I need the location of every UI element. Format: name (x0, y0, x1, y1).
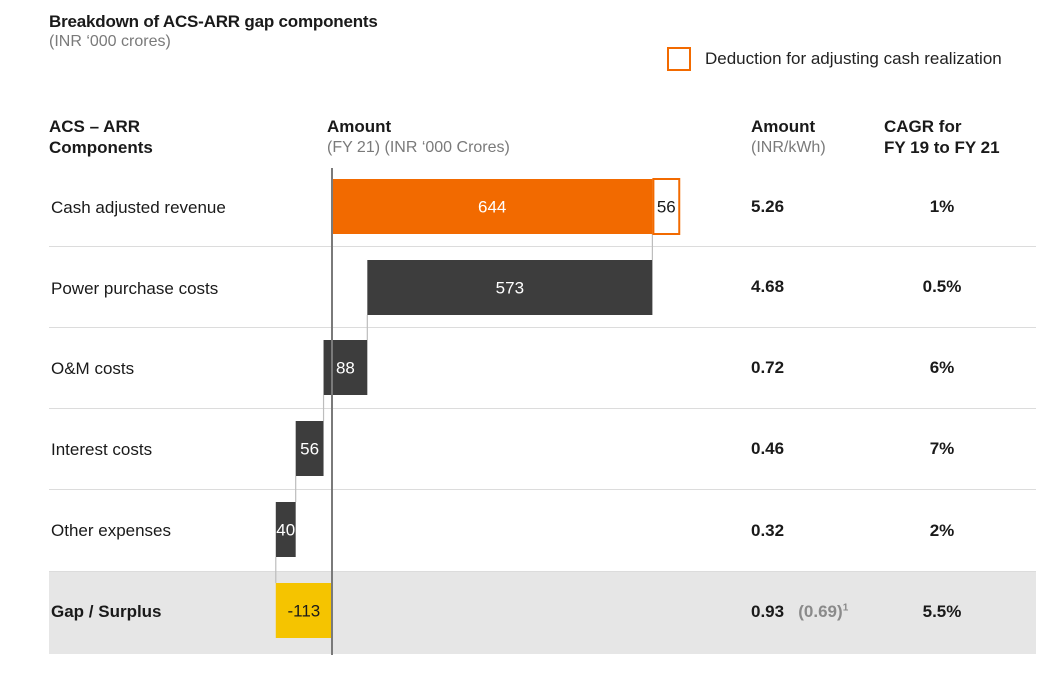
footnote-marker: 1 (842, 602, 849, 614)
kwh-value-cash-adjusted-revenue: 5.26 (751, 197, 785, 216)
cagr-value-interest-costs: 7% (929, 439, 955, 458)
kwh-value-gap-main: 0.93 (751, 602, 785, 621)
header-amount-sub: (FY 21) (INR ‘000 Crores) (327, 139, 510, 156)
cagr-value-om-costs: 6% (929, 358, 955, 377)
cagr-value-cash-adjusted-revenue: 1% (929, 197, 955, 216)
data-label-cash-adjusted-revenue: 644 (478, 198, 506, 217)
header-amount: Amount (FY 21) (INR ‘000 Crores) (327, 116, 510, 158)
bar-power-purchase-costs (367, 260, 653, 315)
header-kwh-sub: (INR/kWh) (751, 139, 826, 156)
header-kwh-title: Amount (751, 117, 816, 136)
kwh-value-power-purchase-costs: 4.68 (751, 277, 785, 296)
header-components-line1: ACS – ARR (49, 117, 140, 136)
data-label-o-m-costs: 88 (336, 359, 355, 378)
row-label-om-costs: O&M costs (51, 359, 135, 378)
kwh-value-interest-costs: 0.46 (751, 439, 785, 458)
chart-title: Breakdown of ACS-ARR gap components (49, 12, 378, 31)
row-label-interest-costs: Interest costs (51, 440, 153, 459)
legend-label-deduction: Deduction for adjusting cash realization (705, 49, 1002, 68)
cagr-value-power-purchase-costs: 0.5% (922, 277, 962, 296)
legend-swatch-deduction (667, 47, 691, 71)
data-label-other-expenses: 40 (276, 521, 295, 540)
data-label-power-purchase-costs: 573 (496, 279, 524, 298)
cagr-value-other-expenses: 2% (929, 521, 955, 540)
gap-row-background (49, 572, 1036, 654)
bar-gap-surplus (275, 583, 332, 638)
data-label-gap-surplus: -113 (288, 602, 321, 621)
data-label-interest-costs: 56 (300, 440, 319, 459)
kwh-value-other-expenses: 0.32 (751, 521, 785, 540)
header-cagr-line2: FY 19 to FY 21 (884, 138, 1000, 157)
chart-subtitle: (INR ‘000 crores) (49, 33, 171, 50)
header-kwh: Amount (INR/kWh) (751, 116, 826, 158)
kwh-value-gap-adjusted: (0.69) (798, 602, 843, 621)
bar-cash-adjusted-revenue-deduction (652, 178, 681, 235)
row-divider (49, 408, 1036, 409)
header-cagr-line1: CAGR for (884, 117, 962, 136)
row-label-cash-adjusted-revenue: Cash adjusted revenue (51, 198, 226, 217)
kwh-value-gap-surplus: 0.93 (0.69)1 (751, 602, 848, 622)
bar-interest-costs (295, 421, 324, 476)
row-divider (49, 489, 1036, 490)
kwh-value-om-costs: 0.72 (751, 358, 785, 377)
header-cagr: CAGR for FY 19 to FY 21 (884, 116, 1000, 158)
row-divider (49, 327, 1036, 328)
bar-o-m-costs (323, 340, 368, 395)
row-label-gap-surplus: Gap / Surplus (51, 602, 162, 621)
row-label-power-purchase-costs: Power purchase costs (51, 279, 219, 298)
row-divider (49, 246, 1036, 247)
data-label-cash-adjusted-revenue-deduction: 56 (657, 198, 676, 217)
row-label-other-expenses: Other expenses (51, 521, 172, 540)
cagr-value-gap-surplus: 5.5% (922, 602, 962, 621)
row-divider (49, 571, 1036, 572)
bar-other-expenses (275, 502, 296, 557)
header-amount-title: Amount (327, 117, 392, 136)
header-components: ACS – ARR Components (49, 116, 153, 158)
bar-cash-adjusted-revenue (332, 179, 653, 234)
header-components-line2: Components (49, 138, 153, 157)
